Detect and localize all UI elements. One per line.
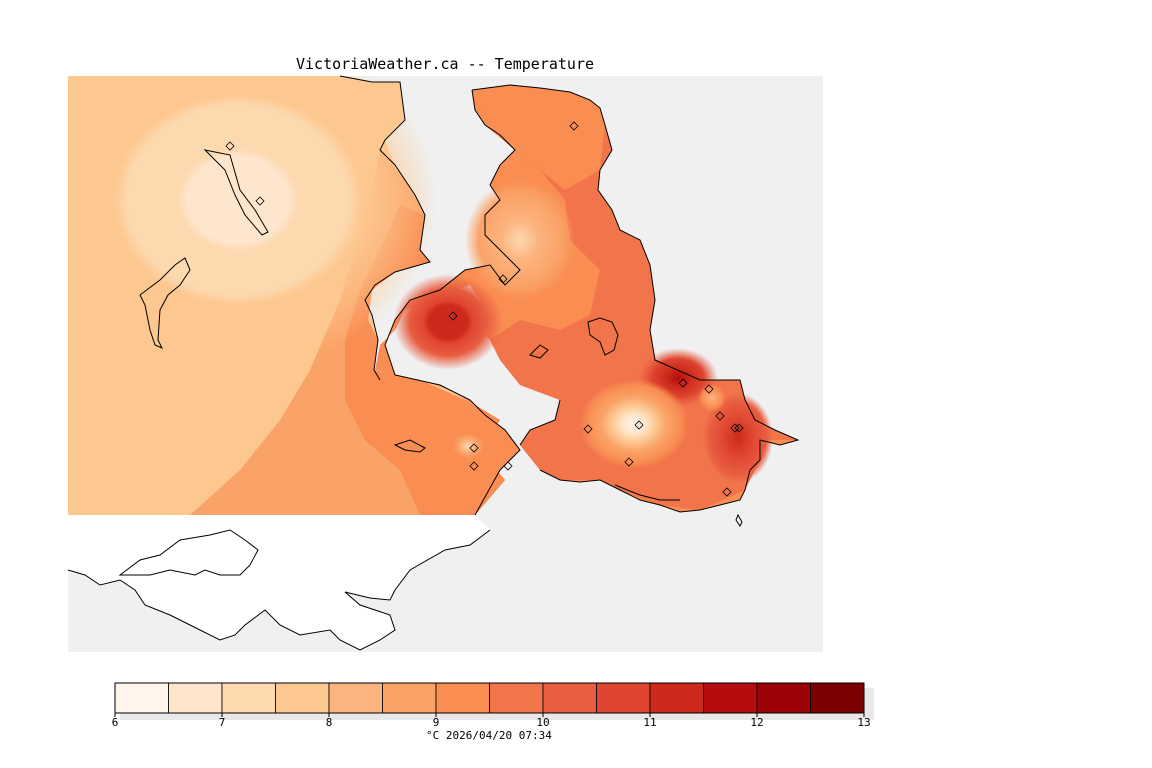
colorbar-swatch bbox=[382, 682, 437, 714]
station-marker bbox=[715, 411, 725, 421]
colorbar-tick-label: 6 bbox=[111, 716, 119, 729]
station-marker bbox=[734, 423, 744, 433]
colorbar-tick-label: 10 bbox=[536, 716, 550, 729]
colorbar-swatch bbox=[810, 682, 865, 714]
station-marker bbox=[704, 384, 714, 394]
station-marker bbox=[225, 141, 235, 151]
colorbar-swatch bbox=[489, 682, 544, 714]
station-marker bbox=[469, 461, 479, 471]
colorbar-outline bbox=[114, 682, 865, 714]
station-marker bbox=[469, 443, 479, 453]
colorbar-tick-label: 9 bbox=[432, 716, 440, 729]
colorbar-swatch bbox=[542, 682, 597, 714]
station-markers bbox=[225, 121, 744, 497]
colorbar-tick-label: 8 bbox=[325, 716, 333, 729]
colorbar-swatch bbox=[756, 682, 811, 714]
station-marker bbox=[498, 274, 508, 284]
colorbar-tick-label: 11 bbox=[643, 716, 657, 729]
map-title: VictoriaWeather.ca -- Temperature bbox=[296, 55, 595, 73]
colorbar-swatch bbox=[168, 682, 223, 714]
colorbar-tick-label: 12 bbox=[750, 716, 764, 729]
colorbar-swatch bbox=[328, 682, 383, 714]
timestamp: 2026/04/20 07:34 bbox=[445, 729, 552, 742]
unit-label: °C bbox=[426, 729, 440, 742]
colorbar-caption: °C 2026/04/20 07:34 bbox=[426, 729, 552, 742]
colorbar-swatch bbox=[703, 682, 758, 714]
colorbar-swatch bbox=[596, 682, 651, 714]
land-peninsula-north bbox=[472, 85, 605, 190]
colorbar-swatch bbox=[221, 682, 276, 714]
station-marker bbox=[255, 196, 265, 206]
station-marker bbox=[634, 420, 644, 430]
hot-zone-west bbox=[390, 270, 510, 380]
station-marker bbox=[722, 487, 732, 497]
colorbar-swatch bbox=[114, 682, 169, 714]
station-marker bbox=[503, 461, 513, 471]
colorbar-swatch bbox=[435, 682, 490, 714]
station-marker bbox=[448, 311, 458, 321]
colorbar bbox=[114, 682, 865, 717]
station-marker bbox=[730, 423, 740, 433]
station-marker bbox=[569, 121, 579, 131]
colorbar-tick-label: 13 bbox=[857, 716, 871, 729]
colorbar-swatch bbox=[649, 682, 704, 714]
colorbar-tick-label: 7 bbox=[218, 716, 226, 729]
cool-zone-small bbox=[450, 430, 486, 462]
coastlines bbox=[67, 75, 800, 651]
station-marker bbox=[678, 378, 688, 388]
colorbar-swatch bbox=[275, 682, 330, 714]
station-marker bbox=[583, 424, 593, 434]
station-marker bbox=[624, 457, 634, 467]
